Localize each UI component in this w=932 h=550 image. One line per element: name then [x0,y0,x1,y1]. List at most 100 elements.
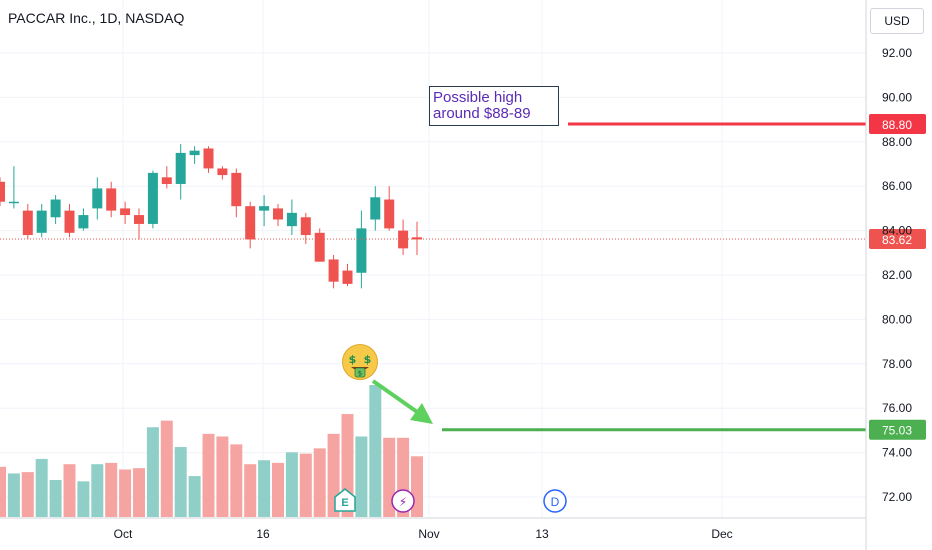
candle-body [106,188,117,211]
candle-body [286,212,297,227]
candle-body [245,206,256,240]
candle-body [398,230,409,249]
price-tick-label: 80.00 [882,312,912,326]
candle-body [22,210,33,236]
candle-body [273,208,283,220]
volume-bar [63,464,76,517]
candle-body [370,197,381,220]
volume-bars [0,385,423,517]
annotation-line-2: around $88-89 [433,105,531,122]
candle-body [8,201,19,204]
volume-bar [272,462,284,517]
money-face-icon: $ $ $ [342,344,378,380]
candle-body [189,150,200,156]
candle-body [231,172,242,207]
time-axis: Oct 16 Nov 13 Dec [0,517,866,541]
candle-body [161,177,172,184]
price-tick-label: 72.00 [882,490,912,504]
price-tick-label: 82.00 [882,268,912,282]
candle-body [175,152,186,184]
candle-body [120,208,131,216]
price-tick-label: 84.00 [882,224,912,238]
candle-body [50,199,61,218]
candle-body [64,210,75,233]
chart-title: PACCAR Inc., 1D, NASDAQ [8,10,185,26]
annotation-note[interactable]: Possible high around $88-89 [429,86,559,126]
volume-bar [105,462,118,517]
support-price-label: 75.03 [882,424,912,438]
candle-body [300,217,311,236]
price-axis: 92.00 90.00 88.00 86.00 84.00 82.00 80.00 78.00… [865,0,912,550]
candle-body [78,215,89,229]
chart-grid [0,0,866,518]
volume-bar [77,481,90,517]
volume-bar [160,420,173,517]
candlestick-series [0,144,422,289]
volume-bar [21,472,34,517]
candle-body [412,237,422,240]
volume-bar [7,473,20,517]
split-icon [391,489,415,513]
volume-bar [244,464,257,517]
time-tick-label: Oct [114,527,133,541]
volume-bar [49,480,62,517]
volume-bar [258,460,271,517]
candle-body [92,188,103,209]
volume-bar [369,385,382,517]
time-tick-label: 16 [256,527,270,541]
time-tick-label: Dec [711,527,732,541]
price-tick-label: 74.00 [882,446,912,460]
candle-body [36,210,47,233]
volume-bar [411,456,423,517]
candle-body [134,215,144,224]
volume-bar [35,458,48,517]
svg-text:$: $ [349,353,357,366]
annotation-line-1: Possible high [433,89,523,106]
svg-text:$: $ [358,370,362,378]
dividend-label: D [551,495,560,509]
candle-body [147,172,158,224]
volume-bar [146,427,159,517]
price-tick-label: 90.00 [882,90,912,104]
earnings-icon [334,488,356,512]
support-price-tag [869,419,926,440]
candle-body [314,232,325,262]
arrow-head [410,403,433,424]
event-markers: E ⚡ D [334,488,567,513]
price-levels: 83.62 88.80 75.03 [0,114,926,440]
volume-bar [119,469,132,517]
volume-bar [0,466,6,517]
current-price-tag [869,229,926,250]
price-tick-label: 92.00 [882,46,912,60]
candle-body [384,199,395,229]
currency-button[interactable]: USD [870,8,924,34]
candle-body [203,148,214,169]
volume-bar [174,447,187,517]
price-tick-label: 88.00 [882,135,912,149]
trend-arrow [371,379,433,424]
candle-body [328,259,339,282]
price-tick-label: 78.00 [882,357,912,371]
resistance-price-label: 88.80 [882,118,912,132]
volume-bar [91,464,104,517]
volume-bar [230,444,243,517]
volume-bar [285,452,298,517]
volume-bar [216,436,229,517]
current-price-label: 83.62 [882,233,912,247]
candle-body [259,206,270,211]
volume-bar [188,476,201,517]
volume-bar [313,448,326,517]
svg-text:$: $ [364,353,372,366]
arrow-shaft [371,379,422,416]
resistance-price-tag [869,114,926,135]
earnings-label: E [341,497,348,509]
candle-body [356,228,367,273]
volume-bar [355,436,368,517]
volume-bar [133,468,145,517]
split-label: ⚡ [399,495,407,509]
dividend-icon [543,489,567,513]
price-tick-label: 86.00 [882,179,912,193]
volume-bar [202,433,215,517]
price-tick-label: 76.00 [882,401,912,415]
